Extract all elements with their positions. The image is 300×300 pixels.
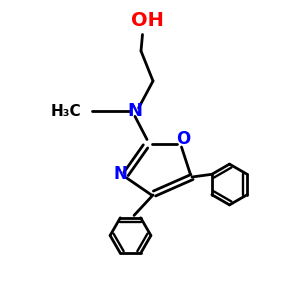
Text: OH: OH: [130, 11, 164, 31]
Text: O: O: [176, 130, 190, 148]
Text: N: N: [114, 165, 128, 183]
Text: N: N: [128, 102, 142, 120]
Text: H₃C: H₃C: [50, 103, 81, 118]
